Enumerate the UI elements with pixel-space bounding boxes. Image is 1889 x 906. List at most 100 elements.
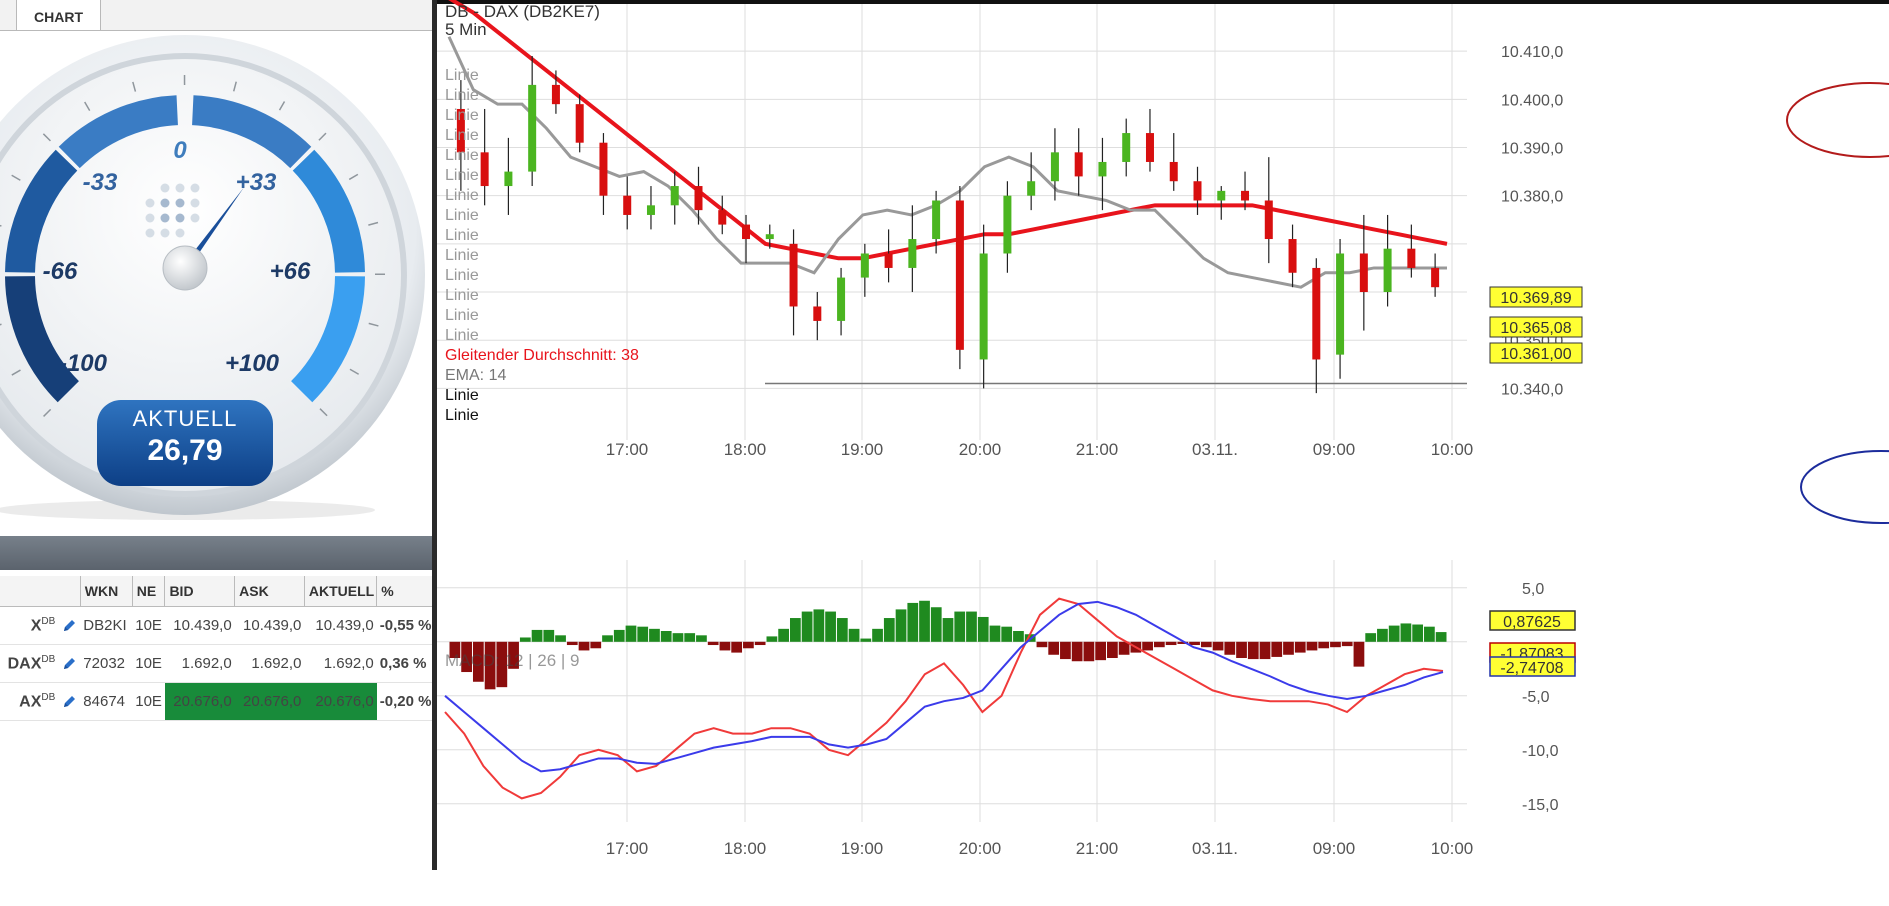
macd-histogram-bar <box>590 641 602 649</box>
x-tick-label: 03.11. <box>1192 440 1238 459</box>
table-row[interactable]: AXDB 84674 10E 20.676,0 20.676,0 20.676,0 -0,2… <box>0 682 435 721</box>
header-bid[interactable]: BID <box>164 576 236 607</box>
macd-x-axis: 17:00 18:00 19:00 20:00 21:00 03.11. 09:00 10:0… <box>606 839 1474 858</box>
legend-entry: Linie <box>445 87 479 104</box>
gauge-tick <box>11 369 21 376</box>
chart-interval: 5 Min <box>445 20 487 39</box>
candle-body <box>884 253 893 268</box>
table-row[interactable]: DAXDB 72032 10E 1.692,0 1.692,0 1.692,0 0,36 % <box>0 644 435 683</box>
x-tick-label: 17:00 <box>606 839 649 858</box>
header-aktuell[interactable]: AKTUELL <box>304 576 378 607</box>
legend-entry: Linie <box>445 167 479 184</box>
candle-body <box>742 224 751 240</box>
y-tick-label: 10.340,0 <box>1501 381 1563 398</box>
tab-chart[interactable]: CHART <box>16 0 101 30</box>
macd-histogram-bar <box>1118 641 1130 655</box>
macd-histogram-bar <box>449 641 461 658</box>
instrument-label[interactable]: X <box>30 617 42 635</box>
macd-histogram-bar <box>519 637 531 642</box>
gauge-arc-segment <box>5 149 78 273</box>
x-tick-label: 19:00 <box>841 839 884 858</box>
edit-pencil-icon[interactable] <box>61 694 77 710</box>
edit-pencil-icon[interactable] <box>61 656 77 672</box>
macd-histogram-bar <box>1341 641 1353 647</box>
macd-histogram-bar <box>848 628 860 642</box>
macd-histogram-bar <box>1259 641 1271 660</box>
candle-body <box>528 84 537 172</box>
candle-body <box>575 104 584 143</box>
header-ne[interactable]: NE <box>132 576 166 607</box>
panel-separator <box>432 0 437 870</box>
price-badge-box <box>1489 342 1583 364</box>
instrument-name: DAXDB <box>0 644 81 683</box>
gauge-label-minus33: -33 <box>83 169 118 196</box>
legend-entry: Linie <box>445 147 479 164</box>
gauge-tick <box>318 132 327 141</box>
macd-histogram-bar <box>555 635 566 642</box>
header-ask[interactable]: ASK <box>234 576 305 607</box>
chart-panel: Linie Linie Linie Linie Linie Linie Linie Linie… <box>437 0 1889 870</box>
gauge-needle <box>193 187 245 256</box>
candle-body <box>1145 133 1154 162</box>
gauge-dot <box>160 213 170 223</box>
candle-body <box>1264 200 1273 240</box>
gauge-dot <box>160 183 170 193</box>
macd-histogram-bar <box>1142 641 1153 651</box>
y-tick-label: 10.390,0 <box>1501 141 1563 158</box>
x-tick-label: 18:00 <box>724 440 767 459</box>
gauge-tick <box>319 408 328 417</box>
x-tick-label: 17:00 <box>606 440 649 459</box>
macd-histogram-bar <box>531 629 543 642</box>
macd-histogram-bar <box>883 618 895 642</box>
gauge-arc-segment <box>290 275 365 403</box>
macd-histogram-bar <box>696 635 707 642</box>
macd-histogram-bar <box>1400 623 1412 642</box>
gauge-ticks <box>0 74 386 417</box>
gauge-tick <box>43 408 52 417</box>
legend-entry: Linie <box>445 67 479 84</box>
macd-histogram-bar <box>1377 628 1388 642</box>
macd-histogram-bar <box>660 631 672 642</box>
price-badge: 10.361,00 <box>1500 346 1571 363</box>
x-tick-label: 10:00 <box>1431 440 1474 459</box>
candle-body <box>979 253 988 360</box>
ne-cell: 10E <box>132 682 165 721</box>
macd-histogram-bar <box>1165 641 1177 646</box>
macd-histogram-bar <box>1353 641 1365 667</box>
macd-histogram-bar <box>1083 641 1095 662</box>
macd-histogram-bar <box>954 611 966 642</box>
gauge-hub <box>162 245 208 291</box>
bid-cell: 10.439,0 <box>164 606 235 645</box>
macd-badge-box <box>1489 610 1576 631</box>
macd-histogram-bar <box>1330 641 1341 648</box>
macd-histogram-bar <box>895 609 907 642</box>
macd-histogram-bar <box>919 600 930 642</box>
gauge-dot <box>190 183 200 193</box>
x-tick-label: 20:00 <box>959 839 1002 858</box>
macd-histogram-bar <box>907 602 919 642</box>
tab-bar: CHART <box>0 0 435 31</box>
macd-histogram-bar <box>637 626 649 642</box>
header-percent[interactable]: % <box>376 576 435 607</box>
x-tick-label: 21:00 <box>1076 839 1119 858</box>
instrument-label[interactable]: AX <box>19 693 42 711</box>
gauge-label-plus100: +100 <box>225 350 280 377</box>
candle-body <box>1288 239 1297 273</box>
gauge-arc-segment <box>5 275 80 403</box>
ne-cell: 10E <box>132 644 165 683</box>
gauge-tick <box>42 133 51 142</box>
macd-histogram-bar <box>1247 641 1259 660</box>
candle-body <box>1050 152 1059 182</box>
macd-histogram-bar <box>1001 626 1013 642</box>
macd-histogram-bar <box>461 641 472 673</box>
table-row[interactable]: XDB DB2KI 10E 10.439,0 10.439,0 10.439,0 -0,55… <box>0 606 435 645</box>
header-wkn[interactable]: WKN <box>80 576 133 607</box>
edit-pencil-icon[interactable] <box>61 618 77 634</box>
highlight-ellipse-red <box>1786 82 1889 158</box>
macd-histogram-bar <box>1318 641 1330 649</box>
y-tick-label: 10.380,0 <box>1501 189 1563 206</box>
macd-histogram-bar <box>1306 641 1318 651</box>
wkn-cell: 84674 <box>80 682 133 721</box>
instrument-label[interactable]: DAX <box>7 655 42 673</box>
price-badges: 10.369,89 10.365,08 10.361,00 <box>1489 286 1583 364</box>
